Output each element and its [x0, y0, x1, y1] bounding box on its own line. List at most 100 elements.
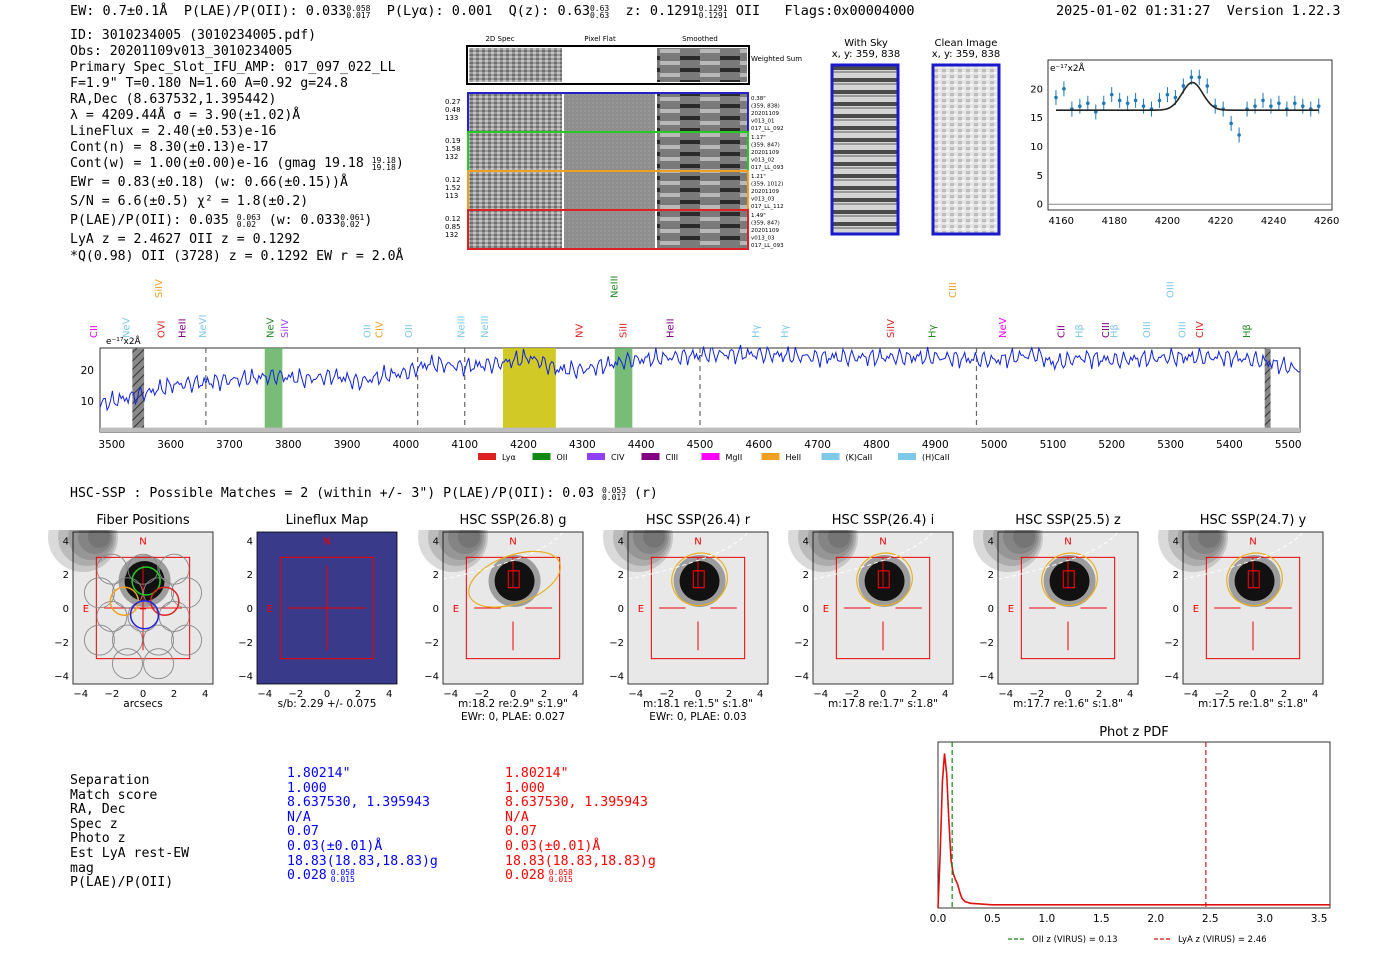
header-plae: P(LAE)/P(OII): 0.033	[183, 3, 347, 19]
hsc-ytick: −4	[609, 672, 624, 683]
line-id-label: NeIII	[457, 316, 468, 338]
info-line-6: LineFlux = 2.40(±0.53)e-16	[70, 124, 277, 139]
header-qz-err: 0.63 0.63	[590, 5, 609, 20]
east-label: E	[453, 604, 459, 615]
fiber-circle	[111, 648, 143, 680]
with-sky-title: With Sky	[844, 38, 888, 49]
north-label: N	[323, 536, 330, 547]
fiber-cutouts: 2D Spec Pixel Flat Smoothed Weighted Sum…	[445, 35, 802, 250]
hsc-panel-caption: s/b: 2.29 +/- 0.075	[277, 698, 377, 710]
zoom-marker	[1125, 101, 1130, 106]
cutout-2d	[469, 211, 562, 248]
hsc-ytick: 0	[618, 604, 624, 615]
cutout-right-value: 20201109	[751, 150, 779, 156]
fiber-highlight	[109, 586, 140, 616]
source-blob	[494, 560, 535, 601]
photz-curve	[937, 753, 1330, 909]
cutout-left-value: 1.58	[445, 145, 461, 153]
photz-frame	[937, 741, 1331, 909]
match-label: Spec z	[70, 816, 118, 832]
neighbor-arc	[812, 531, 934, 580]
hsc-ytick: −2	[609, 638, 624, 649]
hsc-ytick: 4	[63, 536, 69, 547]
zoom-marker	[1181, 84, 1186, 88]
zoom-marker	[1157, 98, 1162, 103]
match-plae-hi: 0.058	[330, 868, 355, 878]
zoom-xtick: 4160	[1049, 216, 1074, 227]
legend-label: OII z (VIRUS) = 0.13	[1032, 935, 1118, 945]
hsc-xtick: −4	[73, 689, 88, 700]
fiber-highlight	[150, 586, 180, 616]
photz-xtick: 3.0	[1256, 913, 1273, 925]
sky-continuum	[100, 427, 1300, 432]
match-labels: Separation Match score RA, Dec Spec z Photo …	[70, 773, 189, 891]
panel-frame	[997, 531, 1139, 685]
line-id-label: NeIII	[480, 316, 491, 338]
fiber-circle	[111, 624, 143, 656]
aperture-square	[279, 556, 375, 660]
zoom-point	[1054, 90, 1058, 105]
hsc-xtick: 4	[757, 689, 763, 700]
zoom-marker	[1197, 75, 1202, 80]
header-plya: P(Lyα): 0.001	[386, 3, 493, 19]
fiber-circle	[171, 624, 203, 656]
info-plae-text: P(LAE)/P(OII): 0.035	[70, 213, 229, 228]
info-lya: LyA z = 2.4627 OII z = 0.1292	[70, 232, 301, 247]
full-xtick: 4600	[745, 439, 772, 451]
header-z-line: OII	[735, 3, 761, 19]
legend-item: Lyα	[478, 453, 516, 462]
line-id-label: Hγ	[751, 324, 762, 338]
fiber-circle	[143, 577, 175, 609]
galaxy-glow	[633, 530, 667, 554]
cutout-left-value: 132	[445, 153, 458, 161]
galaxy-glow	[788, 530, 858, 572]
hsc-ytick: 4	[618, 536, 624, 547]
zoom-marker	[1141, 104, 1146, 108]
cutout-left-value: 0.48	[445, 106, 461, 114]
with-sky-coords: x, y: 359, 838	[831, 49, 901, 60]
header-z-hi: 0.1291	[698, 4, 728, 13]
zoom-marker	[1261, 98, 1265, 103]
galaxy-glow	[808, 530, 854, 560]
legend-label: CIV	[611, 453, 625, 462]
galaxy-glow	[818, 530, 852, 554]
cutout-right-value: 1.17"	[751, 135, 766, 141]
zoom-unit-label: e⁻¹⁷x2Å	[1050, 62, 1086, 74]
full-xtick: 5100	[1040, 439, 1067, 451]
galaxy-glow	[643, 530, 665, 548]
header-ew: EW: 0.7±0.1Å	[70, 3, 168, 19]
match-col-1: 1.80214" 1.000 8.637530, 1.395943 N/A 0.07 0.…	[287, 766, 438, 889]
hsc-xtick: 4	[942, 689, 948, 700]
info-line-2: Primary Spec_Slot_IFU_AMP: 017_097_022_L…	[70, 60, 396, 75]
info-contw-text: Cont(w) = 1.00(±0.00)e-16 (gmag 19.18	[70, 156, 364, 171]
north-label: N	[1249, 536, 1256, 547]
hsc-ytick: −4	[1164, 672, 1179, 683]
info-line-0: ID: 3010234005 (3010234005.pdf)	[70, 28, 317, 43]
neighbor-arc	[627, 531, 749, 580]
cutout-right-value: 20201109	[751, 111, 779, 117]
neighbor-arc	[997, 531, 1119, 580]
hsc-ytick: 2	[247, 570, 253, 581]
hsc-ytick: 4	[433, 536, 439, 547]
hsc-panel-caption: arcsecs	[123, 698, 163, 710]
info-plae-w-hi: 0.061	[340, 213, 365, 222]
hsc-ytick: 4	[803, 536, 809, 547]
zoom-marker	[1133, 98, 1138, 103]
legend-item: OII	[532, 453, 568, 462]
match-plae-value: 0.028	[505, 868, 545, 884]
hsc-ytick: 0	[247, 604, 253, 615]
photz-xtick: 1.5	[1093, 913, 1110, 925]
cutout-left-value: 0.12	[445, 176, 461, 184]
line-id-label: NeIII	[610, 276, 621, 298]
cutout-left-value: 113	[445, 192, 458, 200]
full-xtick: 4800	[863, 439, 890, 451]
full-xtick: 5200	[1098, 439, 1125, 451]
full-xtick: 4400	[628, 439, 655, 451]
full-xtick: 5000	[981, 439, 1008, 451]
hsc-panel-caption: m:18.2 re:2.9" s:1.9"	[458, 698, 568, 710]
cutout-smooth	[657, 211, 747, 248]
line-id-label: OVI	[157, 321, 168, 339]
cutout-left-value: 132	[445, 231, 458, 239]
